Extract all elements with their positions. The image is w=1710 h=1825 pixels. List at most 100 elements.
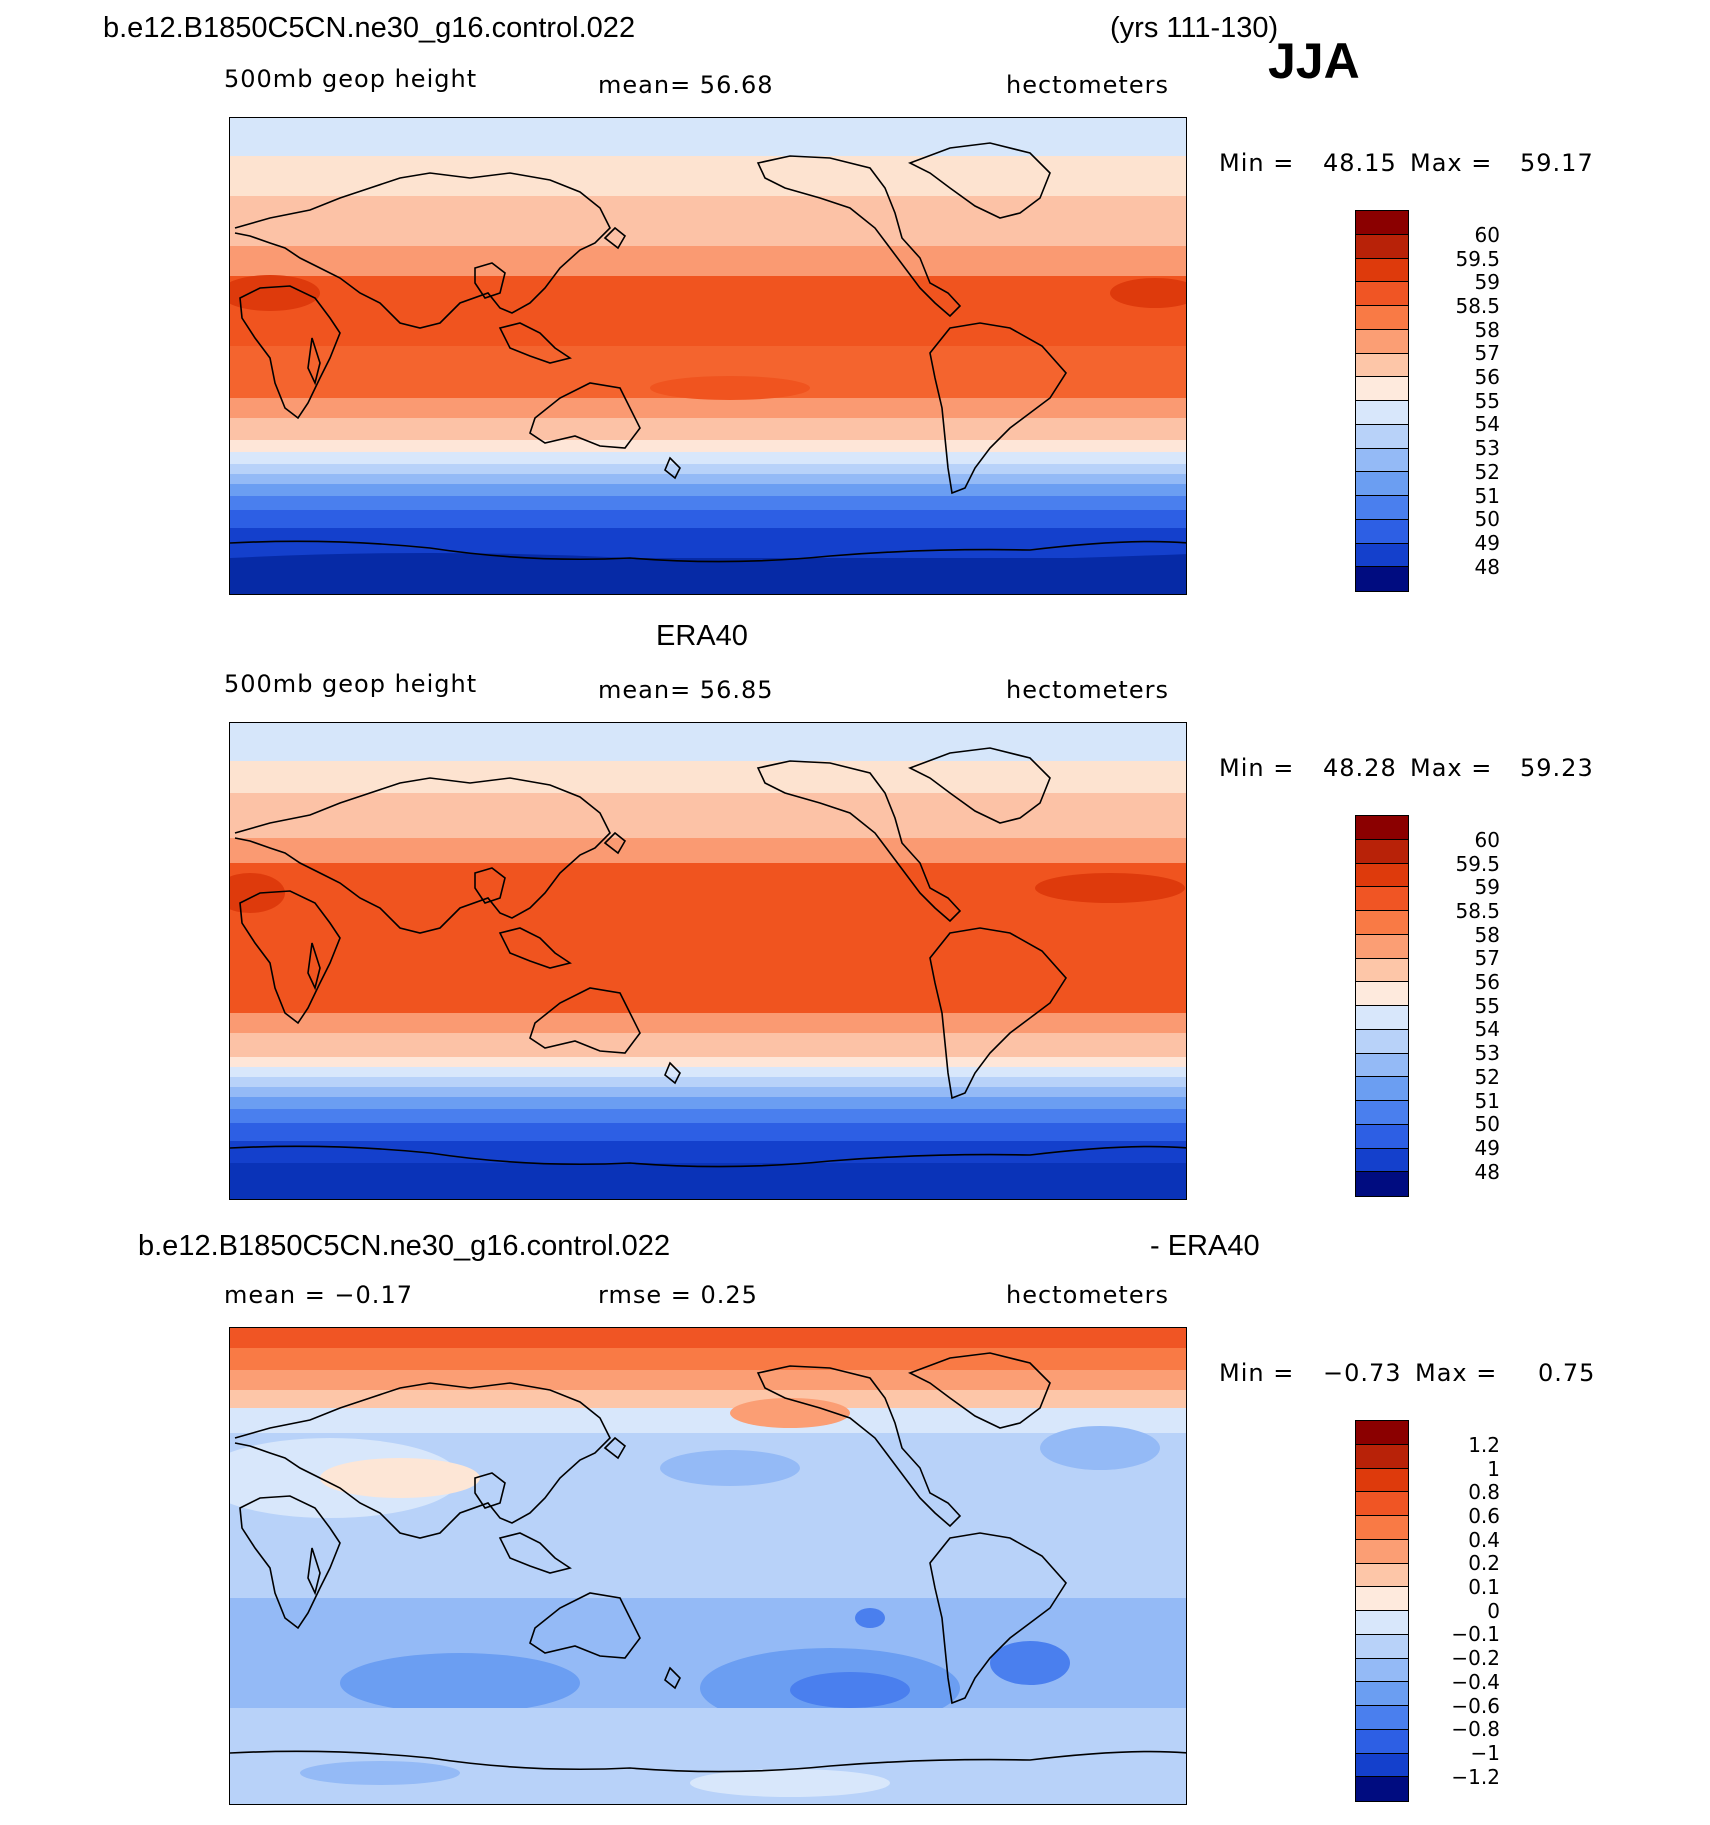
panel3-max-label: Max = (1415, 1359, 1498, 1387)
colorbar-tick: −1 (1470, 1741, 1500, 1765)
colorbar-swatch (1356, 329, 1408, 354)
panel1-min-value: 48.15 (1323, 149, 1397, 177)
panel1-units: hectometers (1006, 71, 1169, 99)
panel1-variable: 500mb geop height (224, 65, 478, 93)
colorbar-tick: 49 (1474, 531, 1500, 555)
colorbar-tick: 0.1 (1468, 1575, 1500, 1599)
colorbar-swatch (1356, 1682, 1408, 1706)
colorbar-swatch (1356, 1101, 1408, 1125)
colorbar-swatch (1356, 1658, 1408, 1683)
panel3-heading-left: b.e12.B1850C5CN.ne30_g16.control.022 (138, 1230, 671, 1262)
colorbar-tick: −0.2 (1451, 1646, 1500, 1670)
panel1-coastlines (230, 142, 1186, 563)
colorbar-tick: 59.5 (1455, 852, 1500, 876)
colorbar-swatch (1356, 911, 1408, 935)
panel2-min-value: 48.28 (1323, 754, 1397, 782)
panel3-min-value: −0.73 (1323, 1359, 1402, 1387)
panel2-mean: mean= 56.85 (598, 676, 774, 704)
colorbar-swatch (1356, 543, 1408, 568)
colorbar-swatch (1356, 934, 1408, 959)
colorbar-tick: 59 (1474, 270, 1500, 294)
colorbar-swatch (1356, 472, 1408, 496)
colorbar-tick: 58 (1474, 923, 1500, 947)
colorbar-tick: 57 (1474, 341, 1500, 365)
colorbar-swatch (1356, 887, 1408, 911)
panel2-coastlines (230, 747, 1186, 1168)
colorbar-swatch (1356, 1729, 1408, 1754)
colorbar-swatch (1356, 1148, 1408, 1173)
colorbar-swatch (1356, 1172, 1408, 1196)
colorbar-tick: 0.8 (1468, 1480, 1500, 1504)
colorbar-tick: 1 (1487, 1457, 1500, 1481)
case-title: b.e12.B1850C5CN.ne30_g16.control.022 (103, 12, 636, 44)
colorbar-swatch (1356, 353, 1408, 378)
panel3-rmse: rmse = 0.25 (598, 1281, 758, 1309)
panel2-contour-field (230, 723, 1186, 1199)
colorbar-tick: 0 (1487, 1599, 1500, 1623)
panel1-mean: mean= 56.68 (598, 71, 774, 99)
colorbar-swatch (1356, 863, 1408, 888)
colorbar-swatch (1356, 1611, 1408, 1635)
colorbar-swatch (1356, 1753, 1408, 1778)
panel3-units: hectometers (1006, 1281, 1169, 1309)
panel2-max-value: 59.23 (1520, 754, 1594, 782)
colorbar-tick: 60 (1474, 223, 1500, 247)
colorbar-swatch (1356, 496, 1408, 520)
colorbar-tick: 0.6 (1468, 1504, 1500, 1528)
colorbar-tick: 50 (1474, 507, 1500, 531)
colorbar-tick: 56 (1474, 970, 1500, 994)
colorbar-swatch (1356, 1421, 1408, 1445)
colorbar-tick: 48 (1474, 1160, 1500, 1184)
colorbar-swatch (1356, 1492, 1408, 1516)
colorbar-tick: 55 (1474, 389, 1500, 413)
colorbar-tick: −1.2 (1451, 1765, 1500, 1789)
colorbar-swatch (1356, 282, 1408, 306)
colorbar-tick: 58 (1474, 318, 1500, 342)
panel3-colorbar (1355, 1420, 1409, 1802)
colorbar-swatch (1356, 448, 1408, 473)
colorbar-swatch (1356, 424, 1408, 449)
colorbar-tick: −0.6 (1451, 1694, 1500, 1718)
panel2-colorbar (1355, 815, 1409, 1197)
colorbar-tick: −0.4 (1451, 1670, 1500, 1694)
panel2-colorbar-labels: 60 59.5 59 58.5 58 57 56 55 54 53 52 51 … (1420, 815, 1500, 1195)
years-label: (yrs 111-130) (1110, 12, 1279, 44)
colorbar-swatch (1356, 234, 1408, 259)
colorbar-swatch (1356, 567, 1408, 591)
season-label: JJA (1268, 33, 1360, 89)
colorbar-swatch (1356, 1468, 1408, 1493)
panel3-min-label: Min = (1219, 1359, 1295, 1387)
colorbar-swatch (1356, 1563, 1408, 1588)
panel3-max-value: 0.75 (1538, 1359, 1596, 1387)
panel3-map (229, 1327, 1187, 1805)
colorbar-swatch (1356, 1516, 1408, 1540)
colorbar-swatch (1356, 1077, 1408, 1101)
panel3-coastlines (230, 1352, 1186, 1773)
panel2-units: hectometers (1006, 676, 1169, 704)
colorbar-tick: 0.2 (1468, 1551, 1500, 1575)
colorbar-tick: 48 (1474, 555, 1500, 579)
colorbar-tick: 1.2 (1468, 1433, 1500, 1457)
colorbar-swatch (1356, 211, 1408, 235)
panel3-contour-field (230, 1328, 1186, 1804)
colorbar-tick: −0.1 (1451, 1622, 1500, 1646)
panel2-heading: ERA40 (656, 620, 748, 652)
panel2-map (229, 722, 1187, 1200)
colorbar-tick: 55 (1474, 994, 1500, 1018)
colorbar-tick: 58.5 (1455, 294, 1500, 318)
colorbar-tick: 57 (1474, 946, 1500, 970)
colorbar-swatch (1356, 816, 1408, 840)
colorbar-tick: 51 (1474, 484, 1500, 508)
colorbar-swatch (1356, 258, 1408, 283)
panel3-mean: mean = −0.17 (224, 1281, 413, 1309)
colorbar-tick: 53 (1474, 1041, 1500, 1065)
colorbar-tick: 54 (1474, 1017, 1500, 1041)
colorbar-swatch (1356, 982, 1408, 1006)
colorbar-swatch (1356, 1539, 1408, 1564)
colorbar-tick: −0.8 (1451, 1717, 1500, 1741)
colorbar-swatch (1356, 1006, 1408, 1030)
colorbar-tick: 59.5 (1455, 247, 1500, 271)
colorbar-swatch (1356, 1124, 1408, 1149)
panel3-heading-right: - ERA40 (1150, 1230, 1260, 1262)
colorbar-tick: 54 (1474, 412, 1500, 436)
